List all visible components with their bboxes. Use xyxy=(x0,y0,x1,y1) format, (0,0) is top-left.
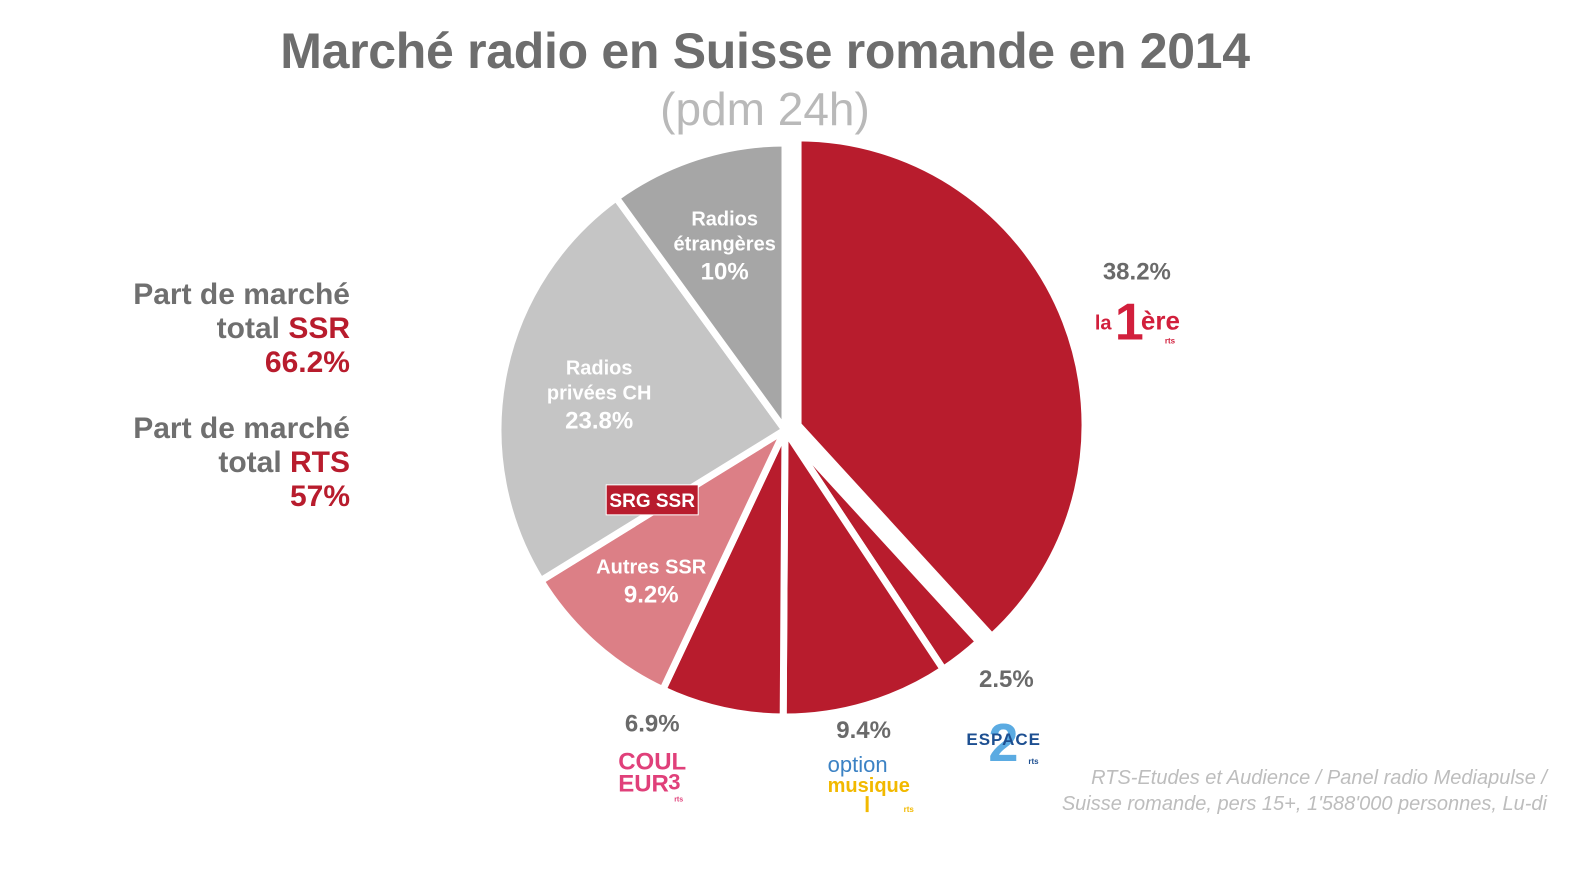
market-share-rts: Part de marché total RTS 57% xyxy=(133,412,350,514)
la-1ere-logo-la: la xyxy=(1095,312,1113,334)
pie-slice-option-musique xyxy=(779,418,949,721)
source-line-1: RTS-Etudes et Audience / Panel radio Med… xyxy=(1091,767,1547,789)
source-note: RTS-Etudes et Audience / Panel radio Med… xyxy=(1062,765,1547,817)
slice-value-option-musique: 9.4% xyxy=(836,717,891,744)
pie-slice-privees xyxy=(494,192,791,586)
option-musique-logo-bar xyxy=(865,796,869,813)
slice-value-privees: 23.8% xyxy=(565,407,633,434)
market-share-rts-accent: RTS xyxy=(290,446,350,479)
espace-2-logo-word: ESPACE xyxy=(966,730,1041,749)
slice-name-autres-ssr-1: Autres SSR xyxy=(596,556,707,578)
chart-subtitle: (pdm 24h) xyxy=(660,83,870,135)
slice-name-privees-1: Radios xyxy=(566,357,633,379)
market-share-ssr-line1: Part de marché xyxy=(133,278,350,311)
pie-slice-etrangeres xyxy=(611,139,789,441)
option-musique-logo-line2: musique xyxy=(828,775,910,797)
pie-slice-autres-ssr xyxy=(535,420,794,695)
slice-value-couleur-3: 6.9% xyxy=(625,710,680,737)
market-share-ssr-prefix: total xyxy=(216,312,289,345)
source-line-2: Suisse romande, pers 15+, 1'588'000 pers… xyxy=(1061,793,1547,815)
srg-ssr-logo xyxy=(605,484,699,516)
slice-name-etrangeres-2: étrangères xyxy=(674,233,776,255)
slice-value-etrangeres: 10% xyxy=(701,258,749,285)
couleur-3-logo-line1: COUL xyxy=(618,748,686,775)
pie-slices xyxy=(494,134,1089,721)
market-share-ssr-line2: total SSR xyxy=(133,312,350,346)
slice-name-privees-2: privées CH xyxy=(547,382,652,404)
pie-slice-la-1ere xyxy=(794,134,1089,642)
couleur-3-logo-tag: rts xyxy=(674,796,683,803)
espace-2-logo-digit: 2 xyxy=(988,713,1018,773)
srg-ssr-logo-text: SRG SSR xyxy=(609,491,695,512)
market-share-rts-prefix: total xyxy=(218,446,290,479)
option-musique-logo-tag: rts xyxy=(904,805,915,814)
slice-value-autres-ssr: 9.2% xyxy=(624,581,679,608)
slice-value-la-1ere: 38.2% xyxy=(1103,258,1171,285)
slice-value-espace-2: 2.5% xyxy=(979,666,1034,693)
couleur-3-logo-line2: EUR xyxy=(618,770,669,797)
market-share-rts-value: 57% xyxy=(289,480,350,513)
market-share-ssr: Part de marché total SSR 66.2% xyxy=(133,278,350,380)
market-share-ssr-accent: SSR xyxy=(288,312,350,345)
la-1ere-logo-tag: rts xyxy=(1165,336,1176,345)
option-musique-logo-line1: option xyxy=(828,752,888,777)
espace-2-logo-tag: rts xyxy=(1028,757,1039,766)
market-share-rts-line1: Part de marché xyxy=(133,412,350,445)
market-share-ssr-value: 66.2% xyxy=(264,346,350,379)
chart-title: Marché radio en Suisse romande en 2014 xyxy=(280,23,1250,79)
la-1ere-logo-digit: 1 xyxy=(1115,293,1144,351)
market-share-rts-line2: total RTS xyxy=(133,446,350,480)
couleur-3-logo-digit: 3 xyxy=(668,769,680,794)
la-1ere-logo-ere: ère xyxy=(1141,305,1180,335)
pie-labels: Autres SSR 9.2% Radios privées CH 23.8% Radio… xyxy=(547,208,1180,814)
slice-name-etrangeres-1: Radios xyxy=(691,208,758,230)
